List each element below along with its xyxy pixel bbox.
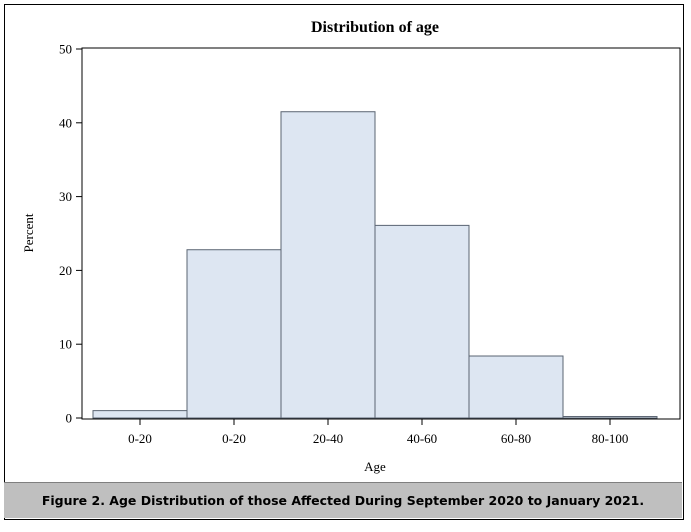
x-tick-label-5: 80-100 — [592, 431, 629, 446]
y-axis: 0 10 20 30 40 50 — [59, 42, 82, 426]
y-tick-label-4: 40 — [59, 115, 72, 130]
y-tick-label-0: 0 — [66, 411, 73, 426]
x-tick-label-1: 0-20 — [222, 431, 246, 446]
x-tick-label-3: 40-60 — [407, 431, 437, 446]
bars-group — [92, 111, 658, 419]
bar-4 — [468, 355, 564, 419]
bar-0 — [92, 410, 188, 419]
y-tick-label-2: 20 — [59, 263, 72, 278]
x-axis: 0-20 0-20 20-40 40-60 60-80 80-100 — [128, 419, 628, 446]
x-axis-label: Age — [364, 459, 386, 474]
bar-1 — [186, 249, 282, 419]
figure-caption: Figure 2. Age Distribution of those Affe… — [4, 482, 682, 518]
bar-2 — [280, 111, 376, 419]
y-axis-label: Percent — [21, 213, 36, 252]
bar-5 — [562, 416, 658, 419]
x-tick-label-0: 0-20 — [128, 431, 152, 446]
x-tick-label-4: 60-80 — [501, 431, 531, 446]
x-tick-label-2: 20-40 — [313, 431, 343, 446]
chart-title: Distribution of age — [311, 19, 439, 36]
y-tick-label-5: 50 — [59, 42, 72, 57]
y-tick-label-1: 10 — [59, 337, 72, 352]
bar-3 — [374, 224, 470, 419]
y-tick-label-3: 30 — [59, 189, 72, 204]
